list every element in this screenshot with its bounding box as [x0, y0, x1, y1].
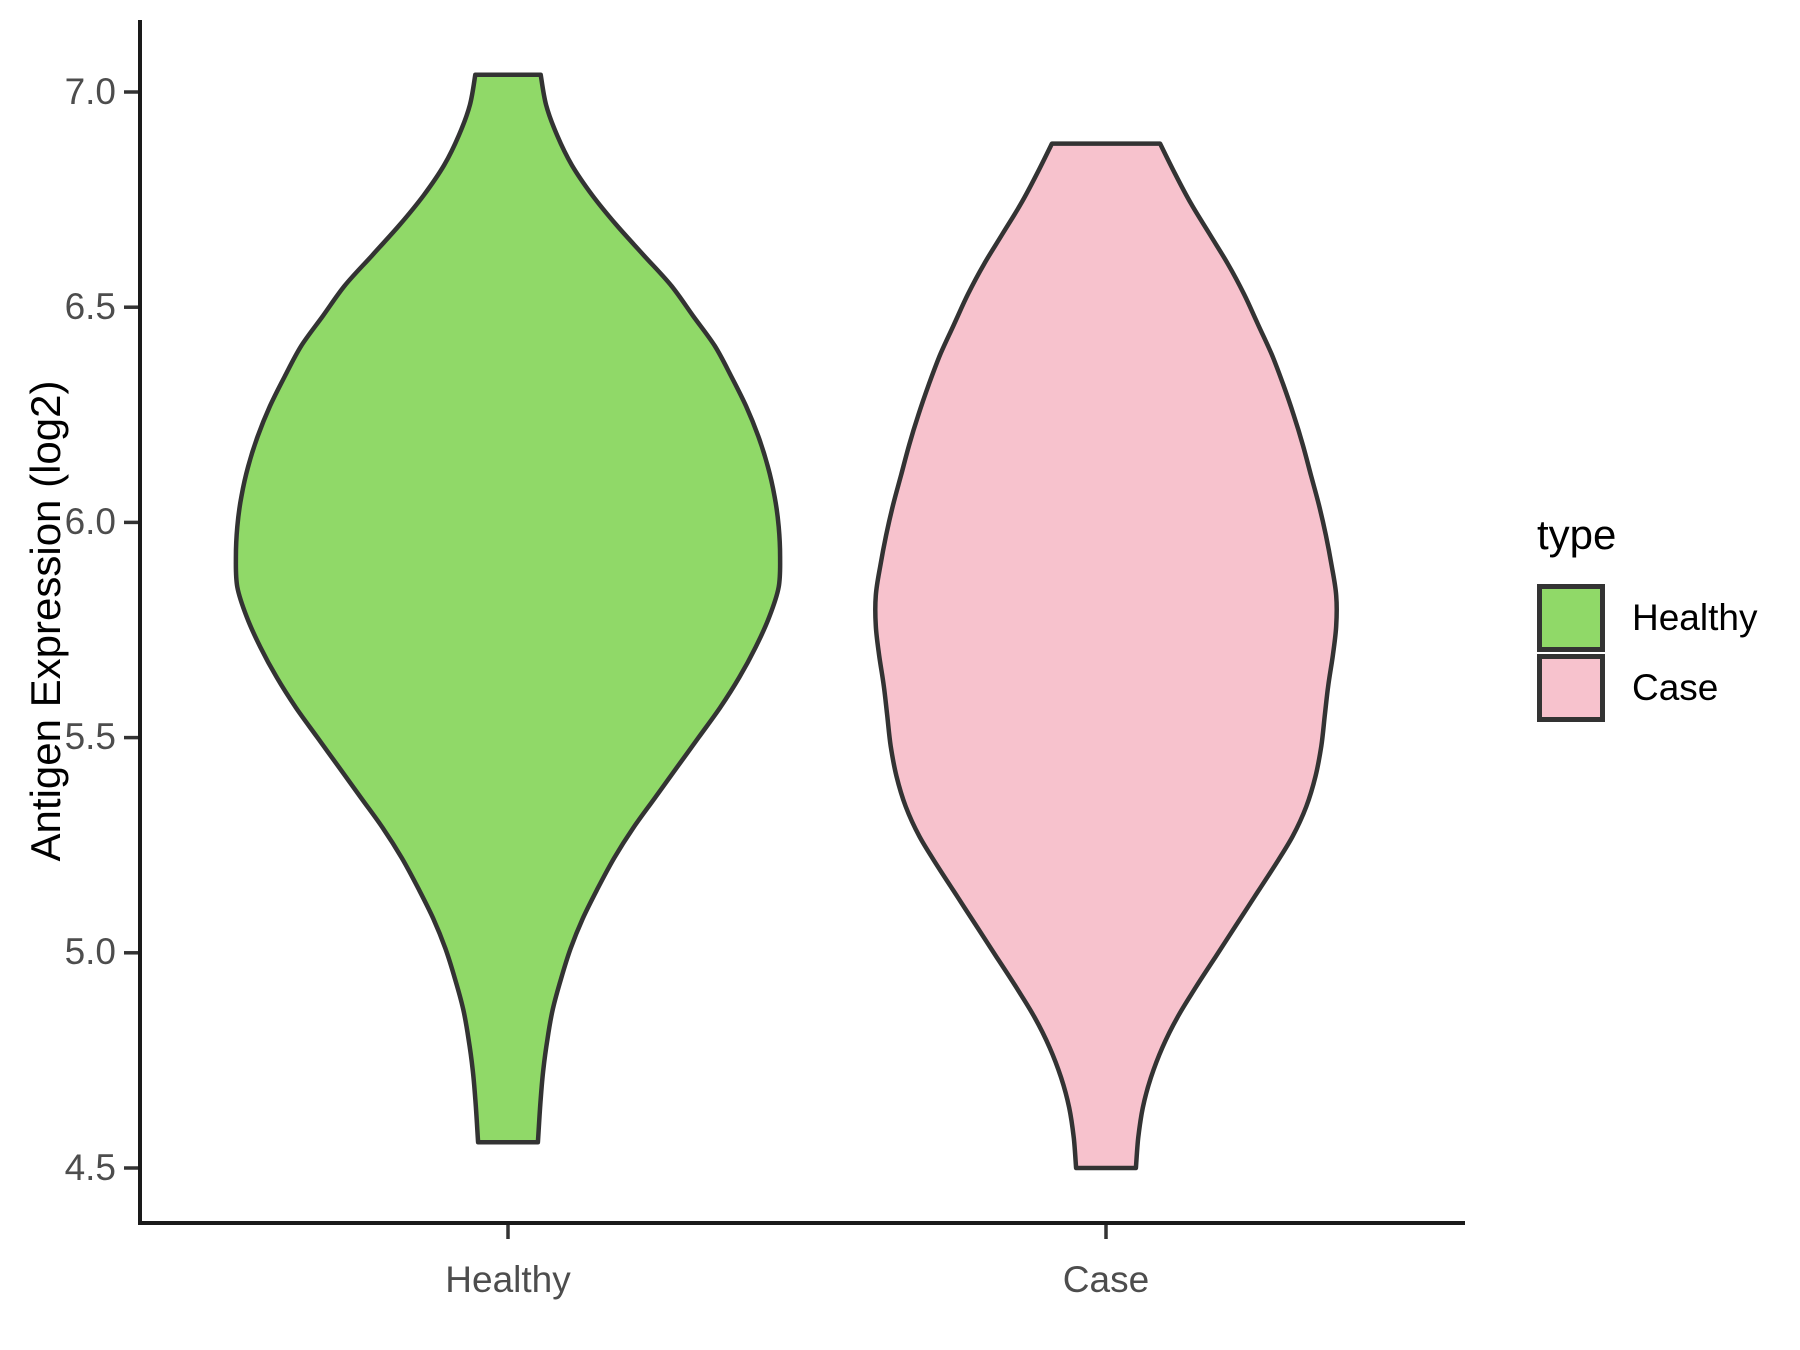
legend-label-case: Case — [1632, 667, 1719, 708]
y-axis-tick-label: 6.0 — [64, 501, 116, 542]
legend-key-healthy-swatch — [1537, 584, 1605, 652]
legend-entry-healthy: Healthy — [1537, 584, 1757, 652]
legend: type Healthy Case — [1537, 510, 1757, 724]
legend-title: type — [1537, 511, 1617, 558]
violin-healthy — [233, 72, 783, 1145]
y-axis-tick-label: 5.0 — [64, 931, 116, 972]
x-axis-category-label-case: Case — [1062, 1259, 1150, 1300]
y-axis-title: Antigen Expression (log2) — [22, 380, 69, 862]
legend-key-case-swatch — [1537, 654, 1605, 722]
y-axis-tick-label: 6.5 — [64, 286, 116, 327]
x-axis-category-label-healthy: Healthy — [445, 1259, 571, 1300]
y-axis-tick-label: 7.0 — [64, 71, 116, 112]
violin-case — [873, 141, 1339, 1171]
y-axis-tick-label: 5.5 — [64, 716, 116, 757]
legend-entry-case: Case — [1537, 654, 1757, 722]
legend-label-healthy: Healthy — [1632, 597, 1758, 638]
y-axis-tick-label: 4.5 — [64, 1147, 116, 1188]
